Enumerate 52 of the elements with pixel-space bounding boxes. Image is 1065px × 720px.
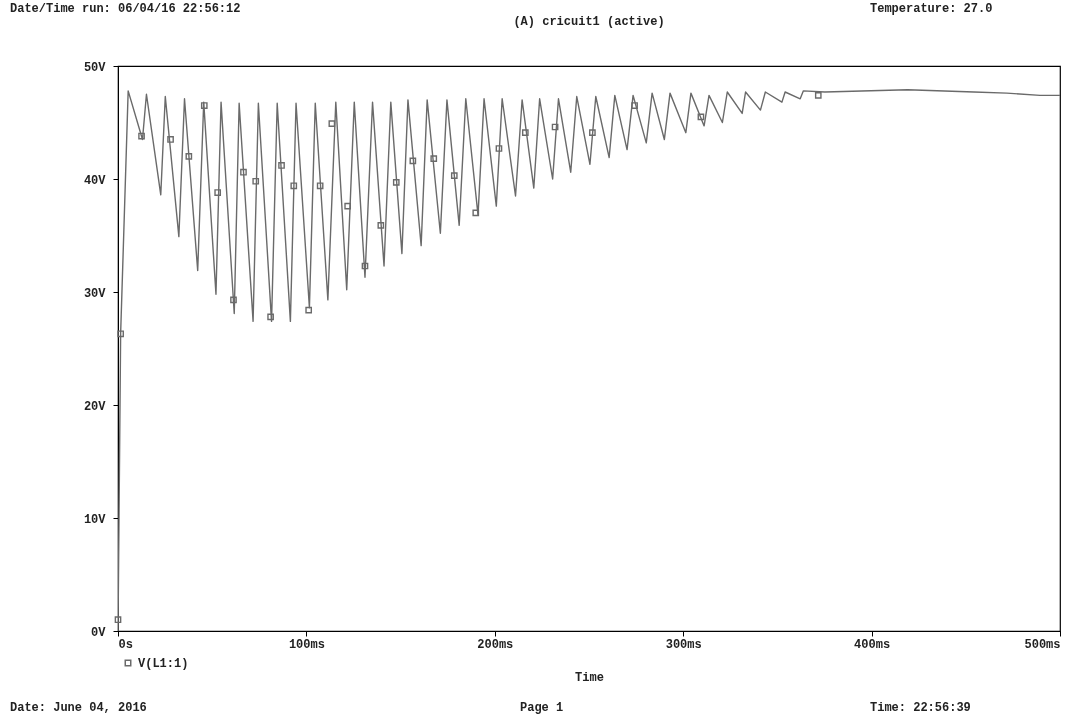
point: [114, 616, 122, 624]
point: [392, 179, 400, 186]
point: [252, 177, 260, 185]
chart-title: (A) cricuit1 (active): [513, 15, 665, 29]
y-tick-label: 0V: [91, 625, 107, 640]
point: [278, 162, 285, 169]
point: [117, 330, 124, 338]
legend-label: V(L1:1): [138, 657, 189, 671]
point: [240, 168, 247, 176]
text: Page 1: [520, 701, 564, 715]
text: Date/Time run: 06/04/16 22:56:12: [10, 2, 241, 16]
point: [290, 182, 298, 190]
point: [138, 132, 145, 140]
x-tick-label: 100ms: [288, 637, 325, 652]
x-tick-label: 0s: [118, 637, 133, 652]
y-tick-label: 30V: [83, 286, 107, 301]
point: [430, 155, 438, 163]
point: [377, 221, 385, 229]
point: [495, 145, 503, 152]
point: [305, 306, 313, 314]
point: [521, 129, 529, 137]
point: [697, 113, 705, 121]
y-tick-label: 50V: [83, 60, 107, 75]
x-tick-label: 300ms: [665, 637, 702, 652]
point: [409, 157, 417, 165]
point: [589, 129, 596, 137]
point: [267, 313, 274, 321]
line-series: [118, 89, 1060, 631]
point: [631, 102, 638, 109]
point: [814, 92, 822, 99]
x-axis-title: Time: [575, 670, 604, 685]
point: [450, 172, 458, 179]
x-tick-label: 400ms: [854, 637, 891, 652]
text: Time: 22:56:39: [870, 701, 971, 715]
point: [316, 182, 324, 190]
point: [472, 209, 480, 217]
point: [328, 120, 336, 127]
point: [344, 202, 352, 210]
x-tick-label: 200ms: [477, 637, 514, 652]
y-tick-label: 20V: [83, 399, 107, 414]
point: [167, 136, 174, 143]
point: [185, 153, 193, 160]
point: [230, 296, 237, 304]
x-tick-label: 500ms: [1024, 637, 1061, 652]
y-tick-label: 40V: [83, 173, 107, 188]
point: [551, 123, 559, 131]
text: Temperature: 27.0: [870, 2, 993, 16]
point: [361, 262, 369, 270]
text: Date: June 04, 2016: [10, 701, 147, 715]
y-tick-label: 10V: [83, 512, 107, 527]
point: [200, 102, 208, 109]
point: [214, 189, 222, 196]
